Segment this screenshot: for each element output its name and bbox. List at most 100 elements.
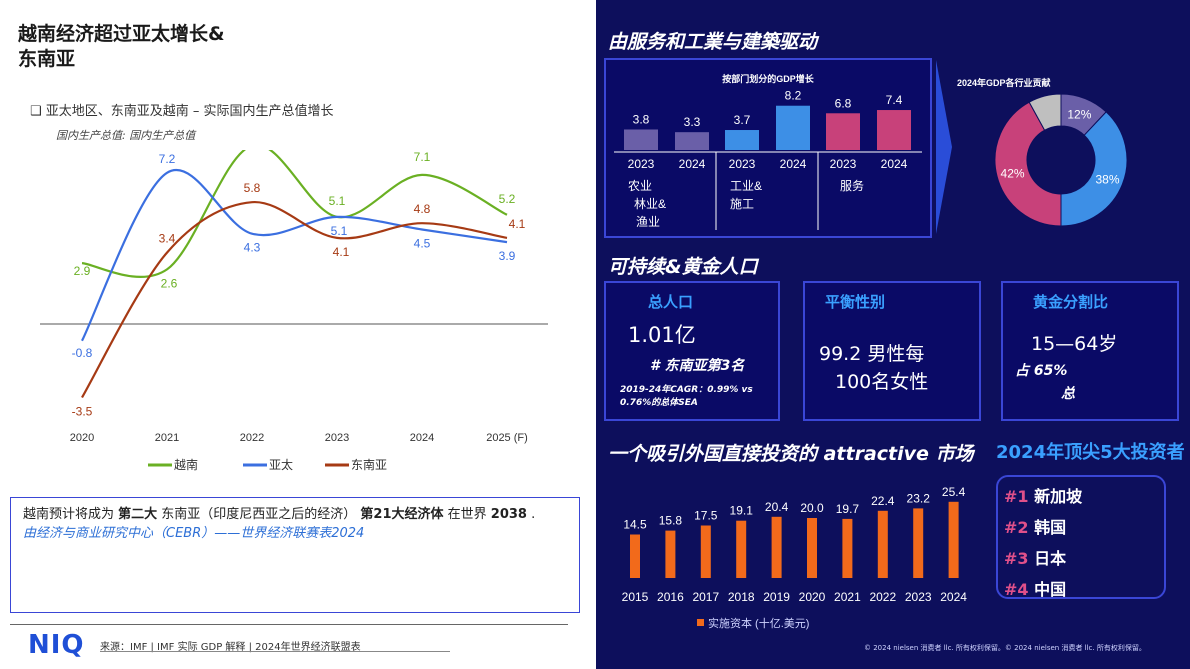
sector-group-label: 服务 — [840, 178, 864, 193]
x-tick-label: 2024 — [410, 432, 434, 444]
sector-year-label: 2023 — [830, 157, 857, 171]
data-label-越南: 2.6 — [161, 276, 178, 290]
data-label-东南亚: 4.8 — [414, 202, 431, 216]
section-title-population: 可持续&黄金人口 — [608, 256, 758, 278]
fdi-year-label: 2019 — [763, 590, 790, 604]
fdi-bar-chart: 14.5 2015 15.8 2016 17.5 2017 19.1 2018 20.4 2019… — [622, 485, 968, 630]
sector-group-label: 农业 — [628, 179, 652, 193]
donut-slice-2 — [994, 101, 1062, 227]
investor-name-1: 新加坡 — [1034, 487, 1083, 506]
note-text-1: 越南预计将成为 — [23, 507, 119, 522]
fdi-bar-value: 15.8 — [659, 514, 683, 528]
fdi-year-label: 2022 — [869, 590, 896, 604]
right-panel: 由服务和工業与建築驱动 按部门划分的GDP增长 3.8 2023 3.3 2024 农业林… — [596, 0, 1190, 669]
fdi-bar-value: 14.5 — [623, 518, 647, 532]
legend-label-越南: 越南 — [174, 457, 198, 472]
sector-bar-2-1 — [877, 110, 911, 150]
x-tick-label: 2021 — [155, 432, 179, 444]
fdi-bar-2019 — [771, 516, 782, 578]
top-investors-box: #1 新加坡 #2 韩国 #3 日本 #4 中国 — [996, 475, 1166, 599]
fdi-bar-value: 20.0 — [800, 501, 824, 515]
investor-name-2: 韩国 — [1034, 518, 1067, 537]
fdi-year-label: 2018 — [728, 590, 755, 604]
total-population-value: 1.01亿 — [628, 323, 696, 347]
sector-gdp-panel: 按部门划分的GDP增长 3.8 2023 3.3 2024 农业 林业& 渔业 3.7 2023 8… — [604, 58, 932, 238]
note-text-4: . — [526, 507, 536, 522]
niq-logo: NIQ — [28, 630, 85, 660]
data-label-亚太: 5.1 — [331, 224, 348, 238]
data-label-东南亚: -3.5 — [72, 405, 93, 419]
note-bold-3: 2038 — [490, 507, 527, 522]
fdi-year-label: 2016 — [657, 590, 684, 604]
top-investors-title: 2024年顶尖5大投资者 — [996, 442, 1185, 463]
page-title: 越南经济超过亚太增长& 东南亚 — [18, 23, 225, 70]
legend-label-东南亚: 东南亚 — [351, 457, 387, 472]
fdi-bar-2023 — [913, 508, 924, 578]
investor-rank-4: #4 — [1004, 580, 1029, 599]
fdi-bar-value: 22.4 — [871, 494, 895, 508]
sector-bar-value: 7.4 — [886, 93, 903, 107]
x-tick-label: 2020 — [70, 432, 94, 444]
section-title-fdi: 一个吸引外国直接投资的 attractive 市场 — [608, 443, 974, 465]
working-age-share-total: 总 — [1061, 386, 1075, 402]
population-rank: # 东南亚第3名 — [650, 358, 745, 374]
fdi-year-label: 2020 — [799, 590, 826, 604]
copyright-text: © 2024 nielsen 消费者 llc. 所有权利保留。© 2024 ni… — [864, 644, 1146, 652]
data-label-越南: 5.2 — [499, 192, 516, 206]
donut-slice-label: 38% — [1095, 172, 1119, 186]
sector-bar-2-0 — [826, 113, 860, 150]
fdi-bar-2017 — [700, 525, 711, 578]
investor-item-3: #3 日本 — [1004, 543, 1164, 574]
x-tick-label: 2022 — [240, 432, 264, 444]
sector-chart-title: 按部门划分的GDP增长 — [722, 73, 815, 84]
data-label-亚太: 7.2 — [159, 152, 176, 166]
investor-name-4: 中国 — [1034, 580, 1067, 599]
sector-bar-value: 3.7 — [734, 113, 751, 127]
investor-item-4: #4 中国 — [1004, 574, 1164, 605]
data-label-东南亚: 4.1 — [333, 245, 350, 259]
data-label-亚太: 4.5 — [414, 237, 431, 251]
gdp-contribution-donut-chart: 2024年GDP各行业贡献 12% 38% 42% — [957, 77, 1128, 227]
footer-source: 来源：IMF | IMF 实际 GDP 解释 | 2024年世界经济联盟表 — [100, 642, 361, 653]
fdi-year-label: 2017 — [692, 590, 719, 604]
fdi-year-label: 2015 — [622, 590, 649, 604]
sector-group-label: 施工 — [730, 197, 754, 211]
sector-group-label: 林业& — [634, 197, 666, 211]
gender-ratio-line2: 100名女性 — [835, 371, 929, 393]
sector-bar-value: 3.8 — [633, 112, 650, 126]
data-label-亚太: -0.8 — [72, 346, 93, 360]
note-bold-2: 第21大经济体 — [360, 507, 444, 522]
investor-rank-1: #1 — [1004, 487, 1029, 506]
fdi-bar-2018 — [736, 520, 747, 578]
total-population-label: 总人口 — [648, 293, 694, 311]
footer-divider — [10, 624, 568, 625]
donut-title: 2024年GDP各行业贡献 — [957, 77, 1051, 88]
fdi-year-label: 2021 — [834, 590, 861, 604]
series-line-亚太 — [81, 169, 508, 342]
series-line-东南亚 — [81, 201, 508, 399]
section-title-drivers: 由服务和工業与建築驱动 — [608, 31, 818, 53]
note-text-2: 东南亚（印度尼西亚之后的经济） — [157, 507, 361, 522]
investor-name-3: 日本 — [1034, 549, 1067, 568]
sector-bar-0-0 — [624, 129, 658, 150]
data-label-亚太: 4.3 — [244, 241, 261, 255]
chart-subtitle: ❑ 亚太地区、东南亚及越南 – 实际国内生产总值增长 — [30, 104, 334, 119]
sector-group-label: 渔业 — [636, 215, 660, 229]
fdi-bar-2016 — [665, 530, 676, 578]
investor-rank-3: #3 — [1004, 549, 1029, 568]
arrow-right-icon — [936, 60, 952, 234]
investor-item-2: #2 韩国 — [1004, 512, 1164, 543]
sector-group-label: 工业& — [730, 179, 762, 193]
fdi-bar-2020 — [807, 518, 817, 578]
golden-ratio-box: 黄金分割比 15—64岁 占 65% 总 — [1001, 281, 1179, 421]
data-label-东南亚: 3.4 — [159, 232, 176, 246]
donut-slice-label: 42% — [1001, 166, 1025, 180]
fdi-bar-value: 23.2 — [907, 491, 931, 505]
footer-source-underline — [100, 651, 450, 652]
fdi-bar-2024 — [948, 501, 959, 578]
fdi-legend-swatch — [697, 619, 704, 626]
x-tick-label: 2025 (F) — [486, 432, 528, 444]
investor-item-1: #1 新加坡 — [1004, 481, 1164, 512]
population-cagr-note: 2019-24年CAGR：0.99% vs 0.76%的总体SEA — [620, 385, 753, 408]
